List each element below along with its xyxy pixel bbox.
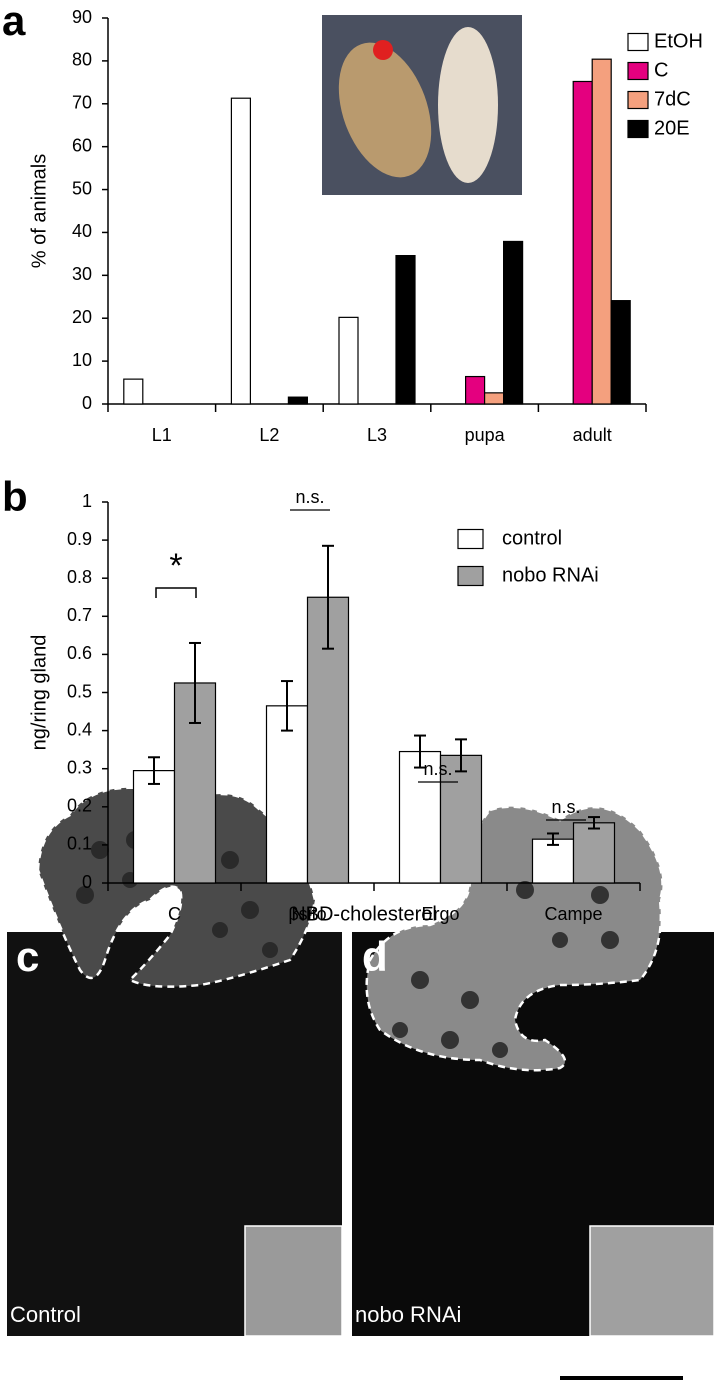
y-tick-label: 0.6 xyxy=(67,643,92,663)
legend-swatch xyxy=(627,90,649,110)
legend-swatch xyxy=(627,61,649,81)
legend-label: 7dC xyxy=(654,88,691,110)
bar xyxy=(132,770,176,884)
y-tick-label: 0.9 xyxy=(67,529,92,549)
y-tick-label: 0 xyxy=(82,393,92,413)
annotation: n.s. xyxy=(551,797,580,817)
x-tick-label: adult xyxy=(573,425,612,445)
y-tick-label: 10 xyxy=(72,350,92,370)
x-tick-label: βsito xyxy=(288,904,326,924)
legend-label: control xyxy=(502,527,562,549)
annotation: n.s. xyxy=(295,487,324,507)
image-title: NBD-cholesterol xyxy=(291,903,437,925)
bar xyxy=(395,255,416,405)
bar xyxy=(610,300,631,405)
x-tick-label: Campe xyxy=(544,904,602,924)
panel-label: b xyxy=(2,473,28,520)
x-tick-label: pupa xyxy=(465,425,506,445)
significance-bracket xyxy=(155,587,197,598)
panel-label: c xyxy=(16,933,39,980)
x-tick-label: C xyxy=(168,904,181,924)
y-axis-label: ng/ring gland xyxy=(28,635,50,751)
y-tick-label: 70 xyxy=(72,93,92,113)
bar xyxy=(338,316,359,405)
annotation: n.s. xyxy=(423,759,452,779)
y-tick-label: 0.3 xyxy=(67,757,92,777)
bar xyxy=(591,58,612,405)
legend-label: EtOH xyxy=(654,30,703,52)
bar xyxy=(484,392,505,405)
y-tick-label: 20 xyxy=(72,307,92,327)
error-bar xyxy=(322,544,334,650)
y-tick-label: 0.2 xyxy=(67,796,92,816)
y-tick-label: 40 xyxy=(72,221,92,241)
y-axis-label: % of animals xyxy=(28,154,50,269)
bar xyxy=(465,375,486,405)
image-label: Control xyxy=(10,1302,81,1327)
y-tick-label: 0 xyxy=(82,872,92,892)
bar xyxy=(503,240,524,405)
legend-label: nobo RNAi xyxy=(502,564,599,586)
y-tick-label: 50 xyxy=(72,178,92,198)
error-bar xyxy=(414,734,426,769)
legend-label: C xyxy=(654,59,668,81)
y-tick-label: 90 xyxy=(72,7,92,27)
y-tick-label: 0.7 xyxy=(67,605,92,625)
bar xyxy=(230,97,251,405)
legend-swatch xyxy=(627,119,649,139)
annotation: * xyxy=(169,547,182,585)
error-bar xyxy=(281,680,293,732)
x-tick-label: Ergo xyxy=(421,904,459,924)
y-tick-label: 80 xyxy=(72,50,92,70)
micrograph-control xyxy=(7,783,343,1337)
error-bar xyxy=(148,756,160,785)
bar xyxy=(265,705,309,884)
y-tick-label: 1 xyxy=(82,491,92,511)
panel-label: d xyxy=(362,933,388,980)
y-tick-label: 0.5 xyxy=(67,681,92,701)
panel-label: a xyxy=(2,0,26,44)
error-bar xyxy=(588,816,600,830)
y-tick-label: 0.4 xyxy=(67,719,92,739)
error-bar xyxy=(455,738,467,773)
photo-inset xyxy=(322,15,522,195)
micrograph-nobo xyxy=(352,805,715,1337)
error-bar xyxy=(547,832,559,846)
legend-swatch xyxy=(457,528,484,550)
bar xyxy=(287,396,308,405)
bar xyxy=(123,378,144,405)
y-tick-label: 0.8 xyxy=(67,567,92,587)
y-tick-label: 0.1 xyxy=(67,834,92,854)
image-label: nobo RNAi xyxy=(355,1302,461,1327)
bar xyxy=(572,80,593,405)
legend-label: 20E xyxy=(654,117,690,139)
error-bar xyxy=(189,641,201,724)
bar xyxy=(572,822,616,884)
x-tick-label: L1 xyxy=(152,425,172,445)
bar xyxy=(398,750,442,884)
x-tick-label: L3 xyxy=(367,425,387,445)
legend-swatch xyxy=(457,565,484,587)
y-tick-label: 60 xyxy=(72,135,92,155)
y-tick-label: 30 xyxy=(72,264,92,284)
x-tick-label: L2 xyxy=(259,425,279,445)
legend-swatch xyxy=(627,32,649,52)
